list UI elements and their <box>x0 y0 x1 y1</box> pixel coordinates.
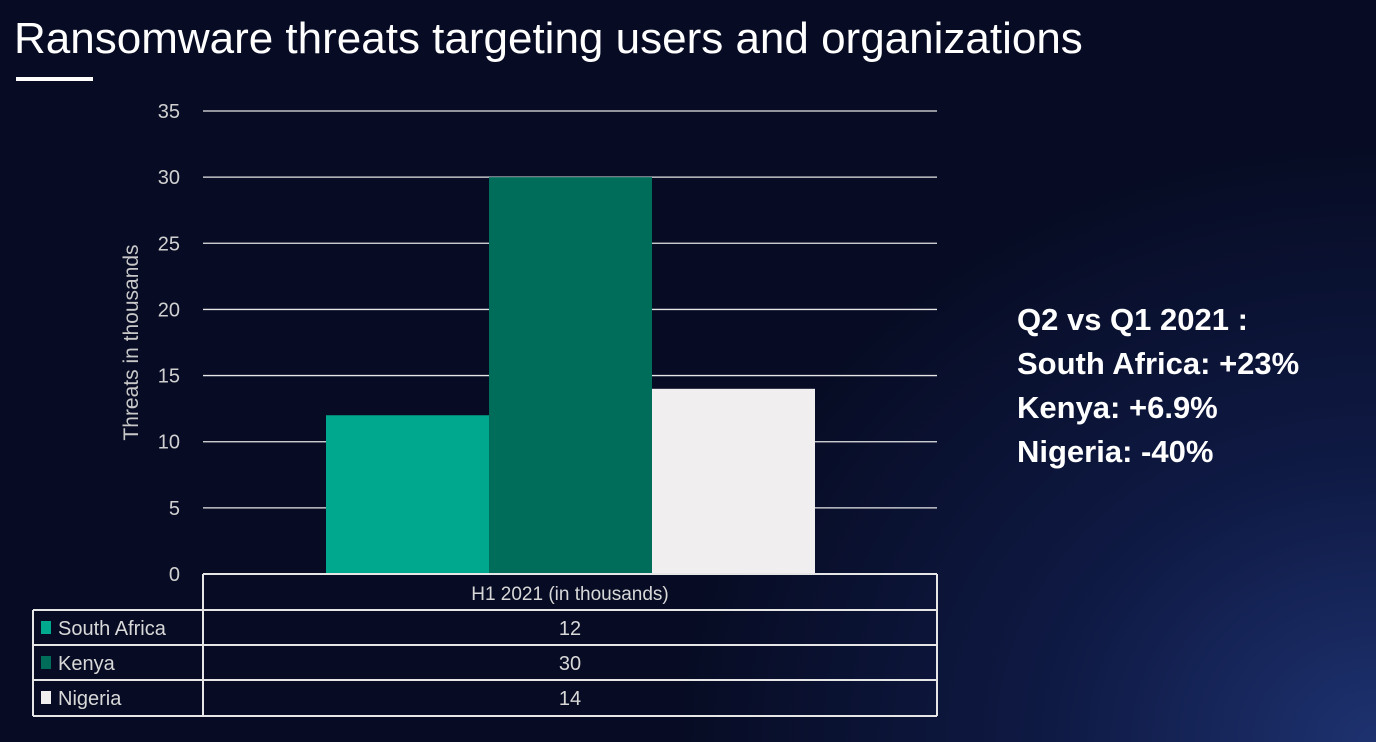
note-line: South Africa: +23% <box>1017 346 1300 381</box>
legend-swatch <box>41 621 51 634</box>
legend-label: Nigeria <box>58 688 122 710</box>
table-header: H1 2021 (in thousands) <box>471 584 669 605</box>
legend-label: South Africa <box>58 618 167 640</box>
y-tick-label: 15 <box>158 366 180 388</box>
bar-kenya <box>489 177 652 574</box>
y-tick-label: 20 <box>158 299 180 321</box>
legend-label: Kenya <box>58 653 116 675</box>
legend-swatch <box>41 691 51 704</box>
y-tick-label: 35 <box>158 101 180 123</box>
bar-south-africa <box>326 415 489 574</box>
table-value: 12 <box>559 618 581 640</box>
note-line: Q2 vs Q1 2021 : <box>1017 302 1248 337</box>
table-value: 30 <box>559 653 581 675</box>
y-axis-label: Threats in thousands <box>120 244 143 440</box>
comparison-note: Q2 vs Q1 2021 : South Africa: +23% Kenya… <box>1017 298 1299 474</box>
y-tick-label: 10 <box>158 432 180 454</box>
y-tick-label: 5 <box>169 498 180 520</box>
table-value: 14 <box>559 688 581 710</box>
note-line: Kenya: +6.9% <box>1017 390 1218 425</box>
y-tick-label: 0 <box>169 564 180 586</box>
y-tick-label: 30 <box>158 167 180 189</box>
legend-swatch <box>41 656 51 669</box>
bar-nigeria <box>652 388 815 574</box>
note-line: Nigeria: -40% <box>1017 434 1214 469</box>
y-tick-label: 25 <box>158 233 180 255</box>
title-underline <box>16 77 93 81</box>
page-title: Ransomware threats targeting users and o… <box>14 14 1083 63</box>
